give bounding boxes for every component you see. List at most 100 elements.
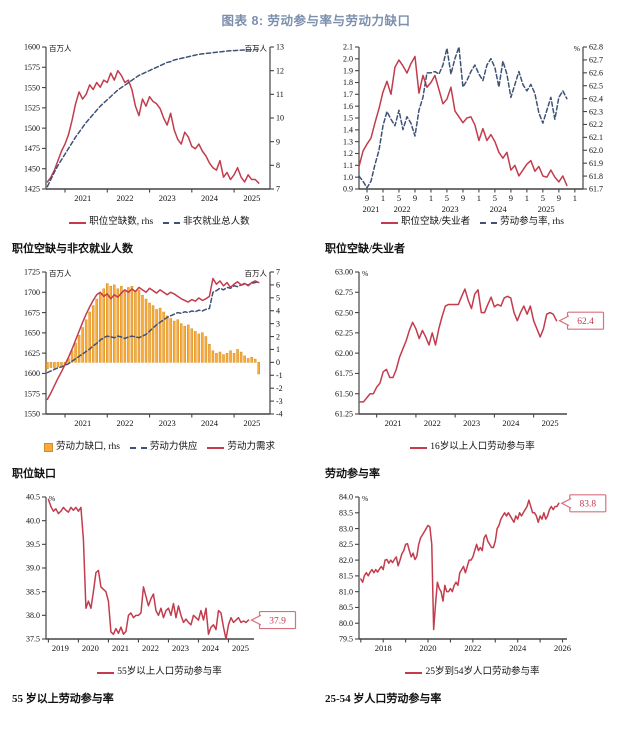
chart-cell-3: 63.00 62.75 62.50 62.25 62.00 61.75 61.50 61.25… <box>325 264 620 481</box>
svg-text:83.8: 83.8 <box>579 500 596 510</box>
svg-text:2025: 2025 <box>538 204 555 214</box>
chart-legend: 25岁到54岁人口劳动参与率 <box>325 665 620 681</box>
svg-text:2024: 2024 <box>509 643 527 653</box>
svg-text:82.0: 82.0 <box>339 556 353 565</box>
svg-text:80.0: 80.0 <box>339 619 353 628</box>
svg-text:%: % <box>362 269 368 278</box>
svg-text:1.3: 1.3 <box>343 137 353 146</box>
svg-text:2021: 2021 <box>112 643 129 653</box>
svg-text:2.1: 2.1 <box>343 43 353 52</box>
chart-svg-0: 1600 1575 1550 1525 1500 1475 1450 1425 百万人 13 12 1… <box>24 43 284 203</box>
svg-text:1: 1 <box>525 193 529 203</box>
svg-text:40.0: 40.0 <box>26 516 40 525</box>
series-1-line <box>46 280 260 374</box>
legend-item: 55岁以上人口劳动参与率 <box>97 664 222 681</box>
legend-dash-swatch <box>480 221 498 224</box>
chart-canvas: 1600 1575 1550 1525 1500 1475 1450 1425 百万人 13 12 1… <box>12 39 307 217</box>
series-0-line <box>359 288 558 403</box>
legend-label: 职位空缺/失业者 <box>400 217 471 228</box>
svg-text:1.7: 1.7 <box>343 90 353 99</box>
svg-text:3: 3 <box>276 319 280 328</box>
axes: 84.0 83.5 83.0 82.5 82.0 81.5 81.0 80.5 80.0 79.5… <box>339 493 571 653</box>
svg-text:%: % <box>362 494 368 503</box>
svg-text:1525: 1525 <box>24 104 40 113</box>
svg-text:62.7: 62.7 <box>589 56 603 65</box>
svg-text:1625: 1625 <box>24 349 40 358</box>
svg-text:1725: 1725 <box>24 268 40 277</box>
svg-text:2024: 2024 <box>490 204 508 214</box>
svg-text:1.0: 1.0 <box>343 173 353 182</box>
svg-text:12: 12 <box>276 66 284 75</box>
svg-text:2026: 2026 <box>554 643 571 653</box>
svg-text:61.75: 61.75 <box>335 369 353 378</box>
legend-label: 劳动力供应 <box>149 442 198 453</box>
legend-label: 劳动参与率, rhs <box>500 217 564 228</box>
svg-text:2: 2 <box>276 332 280 341</box>
svg-text:1475: 1475 <box>24 144 40 153</box>
chart-svg-3: 63.00 62.75 62.50 62.25 62.00 61.75 61.50 61.25… <box>335 268 605 428</box>
axes: 40.5 40.0 39.5 39.0 38.5 38.0 37.5% 2019 2020 202… <box>26 493 254 653</box>
chart-cell-4: 40.5 40.0 39.5 39.0 38.5 38.0 37.5% 2019 2020 202… <box>12 489 307 706</box>
svg-text:4: 4 <box>276 306 280 315</box>
svg-text:9: 9 <box>413 193 417 203</box>
legend-line-swatch <box>405 671 423 674</box>
svg-text:7: 7 <box>276 268 280 277</box>
svg-text:5: 5 <box>397 193 401 203</box>
svg-text:-1: -1 <box>276 371 283 380</box>
svg-text:2024: 2024 <box>201 193 219 203</box>
chart-legend: 55岁以上人口劳动参与率 <box>12 665 307 681</box>
chart-svg-1: 2.1 2.0 1.9 1.8 1.7 1.6 1.5 1.4 1.3 1.2 1.1 1.0 0.9 6… <box>343 43 603 214</box>
svg-text:2022: 2022 <box>464 643 481 653</box>
svg-text:1550: 1550 <box>24 83 40 92</box>
svg-text:1: 1 <box>276 345 280 354</box>
legend-item: 25岁到54岁人口劳动参与率 <box>405 664 540 681</box>
svg-text:2025: 2025 <box>243 418 260 428</box>
svg-text:8: 8 <box>276 161 280 170</box>
svg-text:2025: 2025 <box>542 418 559 428</box>
svg-text:9: 9 <box>461 193 465 203</box>
svg-text:2018: 2018 <box>375 643 392 653</box>
svg-text:61.50: 61.50 <box>335 389 353 398</box>
value-callout: 83.8 <box>560 494 607 513</box>
chart-cell-1: 2.1 2.0 1.9 1.8 1.7 1.6 1.5 1.4 1.3 1.2 1.1 1.0 0.9 6… <box>325 39 620 256</box>
svg-text:7: 7 <box>276 185 280 194</box>
svg-text:0: 0 <box>276 358 280 367</box>
legend-label: 16岁以上人口劳动参与率 <box>430 442 535 453</box>
svg-text:5: 5 <box>276 294 280 303</box>
chart-caption: 55 岁以上劳动参与率 <box>12 693 114 705</box>
chart-canvas: 63.00 62.75 62.50 62.25 62.00 61.75 61.50 61.25… <box>325 264 620 442</box>
svg-text:39.0: 39.0 <box>26 564 40 573</box>
svg-text:61.9: 61.9 <box>589 159 603 168</box>
svg-text:79.5: 79.5 <box>339 635 353 644</box>
legend-line-swatch <box>97 671 115 674</box>
svg-text:1.8: 1.8 <box>343 78 353 87</box>
svg-text:2022: 2022 <box>394 204 411 214</box>
svg-text:1.1: 1.1 <box>343 161 353 170</box>
svg-text:1425: 1425 <box>24 185 40 194</box>
svg-text:1.5: 1.5 <box>343 114 353 123</box>
series-1-line <box>358 46 568 189</box>
axes: 2.1 2.0 1.9 1.8 1.7 1.6 1.5 1.4 1.3 1.2 1.1 1.0 0.9 6… <box>343 43 603 214</box>
svg-text:84.0: 84.0 <box>339 493 353 502</box>
svg-text:2025: 2025 <box>232 643 249 653</box>
chart-legend: 职位空缺数, rhs 非农就业总人数 <box>12 215 307 231</box>
svg-text:37.5: 37.5 <box>26 635 40 644</box>
legend-label: 劳动力缺口, rhs <box>56 442 120 453</box>
legend-label: 非农就业总人数 <box>183 217 250 228</box>
svg-text:2021: 2021 <box>74 193 91 203</box>
svg-text:5: 5 <box>493 193 497 203</box>
legend-line-swatch <box>207 446 225 449</box>
svg-text:2021: 2021 <box>362 204 379 214</box>
svg-text:62.50: 62.50 <box>335 308 353 317</box>
legend-item: 劳动参与率, rhs <box>480 214 564 231</box>
chart-caption: 劳动参与率 <box>325 468 380 480</box>
series-0-line <box>47 498 250 640</box>
svg-text:1: 1 <box>573 193 577 203</box>
chart-caption: 25-54 岁人口劳动参与率 <box>325 693 442 705</box>
svg-text:62.4: 62.4 <box>589 94 603 103</box>
svg-text:40.5: 40.5 <box>26 493 40 502</box>
legend-item: 16岁以上人口劳动参与率 <box>410 439 535 456</box>
legend-item: 非农就业总人数 <box>163 214 250 231</box>
svg-text:1600: 1600 <box>24 369 40 378</box>
svg-text:百万人: 百万人 <box>245 44 268 53</box>
